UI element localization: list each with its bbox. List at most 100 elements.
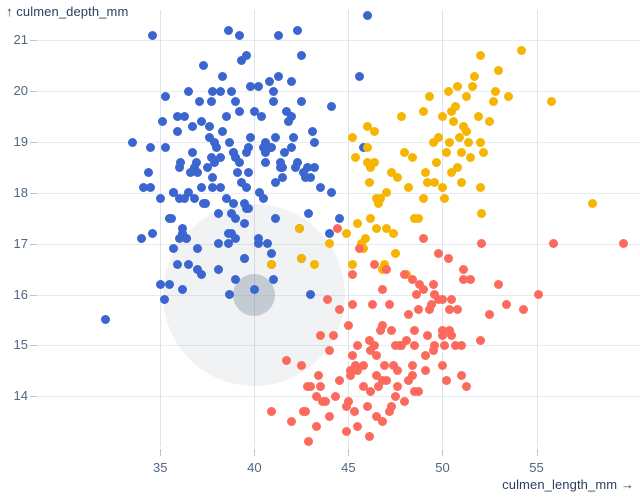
scatter-point[interactable] (302, 163, 312, 173)
scatter-point[interactable] (242, 51, 252, 61)
scatter-point[interactable] (392, 173, 402, 183)
scatter-point[interactable] (477, 239, 487, 249)
scatter-point[interactable] (422, 178, 432, 188)
scatter-point[interactable] (441, 147, 451, 157)
scatter-point[interactable] (236, 178, 246, 188)
scatter-point[interactable] (342, 401, 352, 411)
scatter-point[interactable] (155, 279, 165, 289)
scatter-point[interactable] (421, 366, 431, 376)
scatter-point[interactable] (274, 30, 284, 40)
scatter-point[interactable] (325, 229, 335, 239)
scatter-point[interactable] (451, 340, 461, 350)
scatter-point[interactable] (464, 137, 474, 147)
scatter-point[interactable] (428, 345, 438, 355)
scatter-point[interactable] (407, 274, 417, 284)
scatter-point[interactable] (330, 391, 340, 401)
scatter-point[interactable] (204, 122, 214, 132)
scatter-point[interactable] (180, 193, 190, 203)
scatter-point[interactable] (392, 366, 402, 376)
scatter-point[interactable] (342, 427, 352, 437)
scatter-point[interactable] (266, 259, 276, 269)
scatter-point[interactable] (456, 147, 466, 157)
scatter-point[interactable] (381, 264, 391, 274)
scatter-point[interactable] (343, 320, 353, 330)
scatter-point[interactable] (462, 381, 472, 391)
scatter-point[interactable] (377, 320, 387, 330)
scatter-point[interactable] (385, 406, 395, 416)
scatter-point[interactable] (366, 345, 376, 355)
scatter-point[interactable] (227, 208, 237, 218)
scatter-point[interactable] (311, 422, 321, 432)
scatter-point[interactable] (208, 86, 218, 96)
scatter-point[interactable] (101, 315, 111, 325)
scatter-point[interactable] (413, 386, 423, 396)
scatter-point[interactable] (229, 147, 239, 157)
scatter-point[interactable] (402, 335, 412, 345)
scatter-point[interactable] (229, 198, 239, 208)
scatter-point[interactable] (210, 157, 220, 167)
scatter-point[interactable] (466, 152, 476, 162)
scatter-point[interactable] (276, 157, 286, 167)
scatter-point[interactable] (407, 152, 417, 162)
scatter-point[interactable] (353, 340, 363, 350)
scatter-point[interactable] (195, 96, 205, 106)
scatter-point[interactable] (325, 412, 335, 421)
scatter-point[interactable] (231, 274, 241, 284)
scatter-point[interactable] (215, 183, 225, 193)
scatter-point[interactable] (415, 279, 425, 289)
scatter-point[interactable] (189, 193, 199, 203)
scatter-point[interactable] (366, 163, 376, 173)
scatter-point[interactable] (300, 173, 310, 183)
scatter-point[interactable] (443, 254, 453, 264)
scatter-point[interactable] (437, 295, 447, 305)
scatter-point[interactable] (381, 376, 391, 386)
scatter-point[interactable] (231, 213, 241, 223)
scatter-point[interactable] (206, 152, 216, 162)
scatter-point[interactable] (389, 229, 399, 239)
scatter-point[interactable] (503, 91, 513, 101)
scatter-point[interactable] (246, 81, 256, 91)
scatter-point[interactable] (362, 10, 372, 20)
scatter-point[interactable] (165, 279, 175, 289)
scatter-point[interactable] (221, 112, 231, 122)
scatter-point[interactable] (396, 340, 406, 350)
scatter-point[interactable] (178, 284, 188, 294)
scatter-point[interactable] (477, 208, 487, 218)
scatter-point[interactable] (516, 46, 526, 56)
scatter-point[interactable] (231, 96, 241, 106)
scatter-point[interactable] (396, 112, 406, 122)
scatter-point[interactable] (342, 229, 352, 239)
scatter-point[interactable] (315, 381, 325, 391)
scatter-point[interactable] (347, 300, 357, 310)
scatter-point[interactable] (430, 178, 440, 188)
scatter-point[interactable] (296, 51, 306, 61)
scatter-point[interactable] (197, 117, 207, 127)
scatter-point[interactable] (240, 254, 250, 264)
scatter-point[interactable] (372, 371, 382, 381)
scatter-point[interactable] (364, 178, 374, 188)
scatter-point[interactable] (306, 173, 316, 183)
scatter-point[interactable] (355, 71, 365, 81)
scatter-point[interactable] (475, 51, 485, 61)
scatter-point[interactable] (253, 239, 263, 249)
scatter-point[interactable] (287, 112, 297, 122)
scatter-point[interactable] (214, 239, 224, 249)
scatter-point[interactable] (234, 157, 244, 167)
scatter-point[interactable] (387, 168, 397, 178)
scatter-point[interactable] (343, 396, 353, 406)
scatter-point[interactable] (479, 147, 489, 157)
scatter-point[interactable] (437, 325, 447, 335)
scatter-point[interactable] (390, 391, 400, 401)
scatter-point[interactable] (485, 310, 494, 320)
scatter-point[interactable] (325, 345, 335, 355)
scatter-point[interactable] (421, 351, 431, 361)
scatter-point[interactable] (199, 61, 209, 71)
scatter-point[interactable] (268, 96, 278, 106)
scatter-point[interactable] (458, 122, 468, 132)
scatter-point[interactable] (191, 157, 201, 167)
scatter-point[interactable] (421, 168, 431, 178)
scatter-point[interactable] (266, 406, 276, 416)
scatter-point[interactable] (193, 244, 203, 254)
scatter-point[interactable] (368, 300, 378, 310)
scatter-point[interactable] (453, 81, 463, 91)
